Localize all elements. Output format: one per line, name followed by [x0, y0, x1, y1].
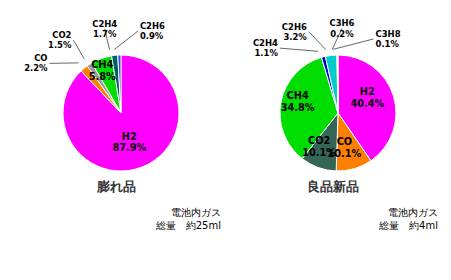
- svg-text:C3H80.1%: C3H80.1%: [376, 29, 401, 49]
- html-text:電池内ガス 総量 約4ml: 電池内ガス 総量 約4ml: [379, 207, 438, 231]
- html-text:電池内ガス 総量 約25ml: 電池内ガス 総量 約25ml: [155, 207, 221, 231]
- svg-text:CH45.8%: CH45.8%: [89, 58, 116, 81]
- svg-text:CH434.8%: CH434.8%: [281, 90, 315, 113]
- svg-text:CO21.5%: CO21.5%: [48, 30, 72, 50]
- html-text:CO: CO: [336, 135, 353, 147]
- svg-text:H240.4%: H240.4%: [350, 86, 384, 109]
- svg-text:CO2.2%: CO2.2%: [24, 53, 48, 73]
- html-text:良品新品: 良品新品: [307, 179, 359, 194]
- svg-text:C3H60.2%: C3H60.2%: [329, 18, 354, 38]
- html-text:膨れ品: 膨れ品: [96, 179, 136, 194]
- svg-text:C2H41.7%: C2H41.7%: [92, 19, 117, 39]
- svg-text:CO210.1%: CO210.1%: [302, 135, 336, 158]
- svg-text:C2H60.9%: C2H60.9%: [140, 21, 165, 41]
- svg-text:C2H41.1%: C2H41.1%: [253, 38, 279, 58]
- svg-text:C2H63.2%: C2H63.2%: [282, 22, 308, 42]
- svg-text:H287.9%: H287.9%: [112, 130, 146, 153]
- html-text:10.1%: 10.1%: [327, 147, 362, 159]
